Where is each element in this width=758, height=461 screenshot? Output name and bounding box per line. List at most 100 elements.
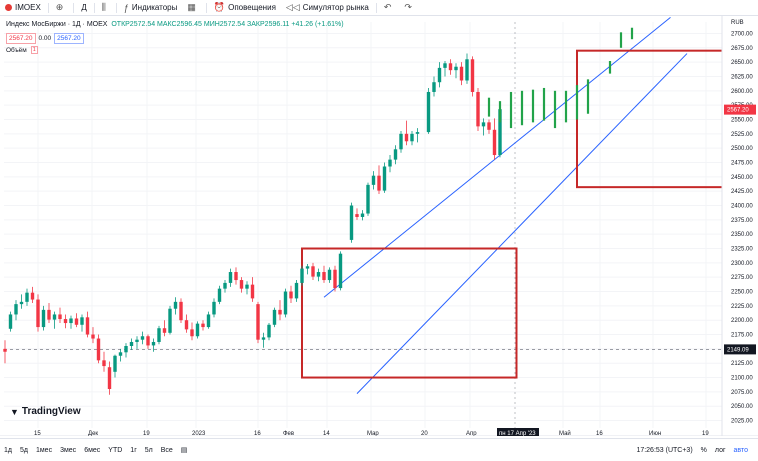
replay-button[interactable]: ◁◁ Симулятор рынка: [281, 0, 374, 15]
time-tick-label: Апр: [466, 431, 477, 436]
candle-body: [14, 304, 18, 315]
candle-body: [377, 175, 381, 191]
range-ytd[interactable]: YTD: [108, 446, 123, 454]
time-tick-label: 16: [254, 431, 261, 436]
symbol-search[interactable]: IMOEX: [0, 0, 46, 15]
candle: [465, 53, 469, 84]
candle: [267, 323, 271, 341]
calendar-icon[interactable]: ▤: [180, 447, 188, 454]
interval-button[interactable]: Д: [81, 3, 87, 12]
price-tick-label: 2500.00: [731, 146, 753, 152]
candle-body: [129, 341, 134, 346]
divider: [93, 2, 95, 13]
range-1d[interactable]: 1д: [4, 446, 12, 454]
layouts-button[interactable]: ▦: [182, 0, 204, 15]
candle: [96, 334, 101, 364]
chart-type-button[interactable]: ⫼: [97, 0, 114, 15]
candle-body: [234, 272, 238, 281]
candle-body: [338, 253, 343, 289]
auto-toggle[interactable]: авто: [733, 446, 748, 454]
candle: [437, 62, 442, 88]
grid: [4, 22, 722, 428]
candle-body: [8, 314, 13, 329]
drawings: [4, 17, 758, 428]
clock[interactable]: 17:26:53 (UTC+3): [636, 446, 693, 454]
redo-button[interactable]: ↷: [399, 0, 420, 15]
candle: [316, 268, 321, 282]
candle-body: [228, 272, 233, 283]
price-chart[interactable]: RUB 2700.00 2675.00 2650.00 2625.00 2600.00 25…: [0, 16, 758, 436]
undo-button[interactable]: ↶: [379, 0, 400, 15]
candle: [206, 311, 211, 329]
alerts-button[interactable]: ⏰ Оповещения: [209, 0, 281, 15]
candle-body: [19, 301, 24, 305]
candle: [283, 288, 288, 318]
candle: [459, 62, 464, 86]
time-tick-label: 15: [34, 431, 41, 436]
candle-body: [124, 345, 128, 353]
plus-circle-icon: ⊕: [55, 2, 64, 12]
candle-body: [245, 284, 249, 289]
buy-price[interactable]: 2567.20: [54, 33, 84, 44]
candle-body: [47, 309, 51, 320]
price-tick-label: 2225.00: [731, 304, 753, 310]
range-1m[interactable]: 1мес: [35, 446, 53, 454]
range-3m[interactable]: 3мес: [60, 446, 77, 454]
time-axis[interactable]: 15 Дек 19 2023 16 Фев 14 Мар 20 Апр пн 17 Апр '23 М…: [0, 428, 758, 436]
price-tick-label: 2250.00: [731, 290, 753, 296]
range-5d[interactable]: 5д: [19, 446, 28, 454]
spread-value: 0.00: [38, 35, 52, 42]
candle-body: [250, 284, 255, 299]
channel-lower-line: [356, 53, 688, 394]
price-tick-label: 2700.00: [731, 31, 753, 37]
candle: [190, 322, 194, 341]
price-axis[interactable]: RUB 2700.00 2675.00 2650.00 2625.00 2600.00 25…: [721, 16, 758, 436]
candle: [432, 76, 436, 97]
candle: [14, 300, 18, 321]
candle-body: [465, 59, 469, 81]
price-tick-label: 2550.00: [731, 117, 753, 123]
divider: [73, 2, 75, 13]
tradingview-logo-text: TradingView: [21, 406, 81, 417]
candle: [217, 285, 222, 305]
candle-body: [349, 205, 354, 240]
candle: [25, 288, 29, 306]
candle-body: [476, 91, 480, 127]
candle-body: [157, 328, 161, 342]
candle-body: [74, 318, 79, 325]
last-price-label: 2567.20: [727, 108, 749, 114]
range-5y[interactable]: 5л: [144, 446, 153, 454]
candle-body: [333, 269, 337, 289]
candle: [261, 332, 266, 348]
candle: [8, 311, 13, 332]
divider: [375, 2, 377, 13]
range-6m[interactable]: 6мес: [84, 446, 101, 454]
candle: [349, 202, 354, 243]
last-price-tag: [724, 104, 756, 115]
candle-body: [481, 122, 486, 127]
indicators-button[interactable]: ƒ Индикаторы: [119, 0, 183, 15]
compare-button[interactable]: ⊕: [51, 0, 72, 15]
legend-title: Индекс МосБиржи · 1Д · MOEX ОТКР2572.54 …: [6, 21, 344, 28]
top-toolbar: IMOEX ⊕ Д ⫼ ƒ Индикаторы ▦ ⏰ Оповещения …: [0, 0, 758, 16]
candle: [289, 285, 293, 303]
candle-body: [283, 291, 288, 315]
candle-body: [294, 282, 299, 299]
candle: [443, 60, 447, 77]
candle: [470, 56, 475, 97]
log-toggle[interactable]: лог: [714, 446, 726, 454]
time-tick-label: Дек: [88, 431, 98, 436]
percent-toggle[interactable]: %: [700, 446, 707, 454]
candle: [135, 336, 139, 349]
sell-price[interactable]: 2567.20: [6, 33, 36, 44]
candle: [382, 162, 387, 193]
bottom-right-controls: 17:26:53 (UTC+3) % лог авто: [632, 439, 752, 461]
candle: [338, 251, 343, 291]
candle-body: [278, 309, 282, 315]
range-1y[interactable]: 1г: [130, 446, 137, 454]
candle-body: [305, 266, 310, 269]
legend-symbol: Индекс МосБиржи · 1Д · MOEX: [6, 21, 108, 28]
range-all[interactable]: Все: [160, 446, 173, 454]
price-tick-label: 2475.00: [731, 160, 753, 166]
price-tick-label: 2100.00: [731, 376, 753, 382]
